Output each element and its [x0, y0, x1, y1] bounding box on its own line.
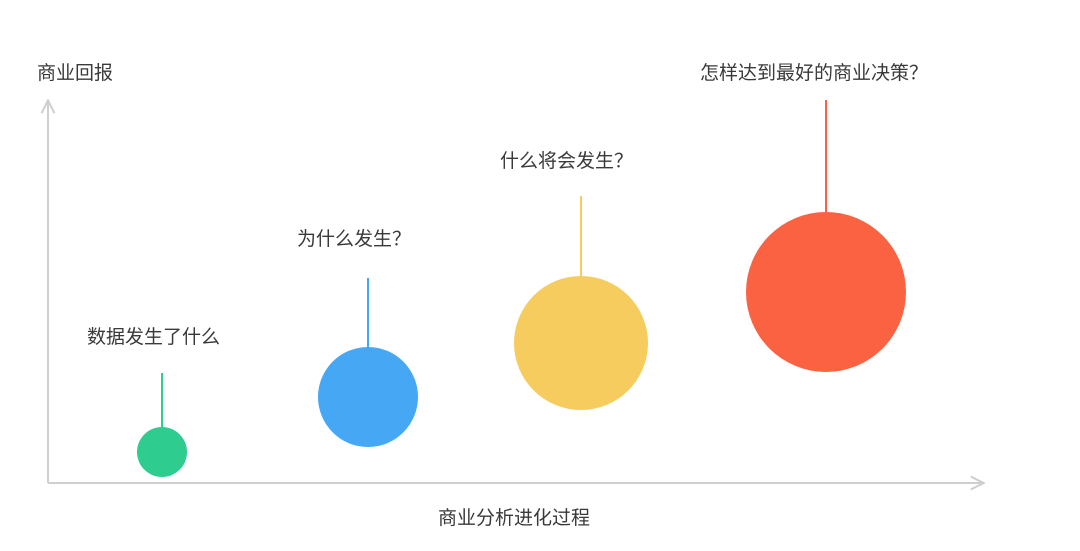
- stage-label-3: 什么将会发生？: [500, 150, 634, 172]
- stage-label-2: 为什么发生？: [297, 228, 412, 250]
- stage-label-1: 数据发生了什么: [87, 326, 221, 348]
- stage-bubble-4: [746, 212, 906, 372]
- y-axis-label: 商业回报: [37, 62, 114, 84]
- x-axis-label: 商业分析进化过程: [438, 507, 591, 529]
- stage-bubble-2: [318, 347, 418, 447]
- stage-label-4: 怎样达到最好的商业决策？: [700, 62, 929, 84]
- stage-bubble-3: [514, 276, 648, 410]
- stage-bubble-1: [137, 427, 187, 477]
